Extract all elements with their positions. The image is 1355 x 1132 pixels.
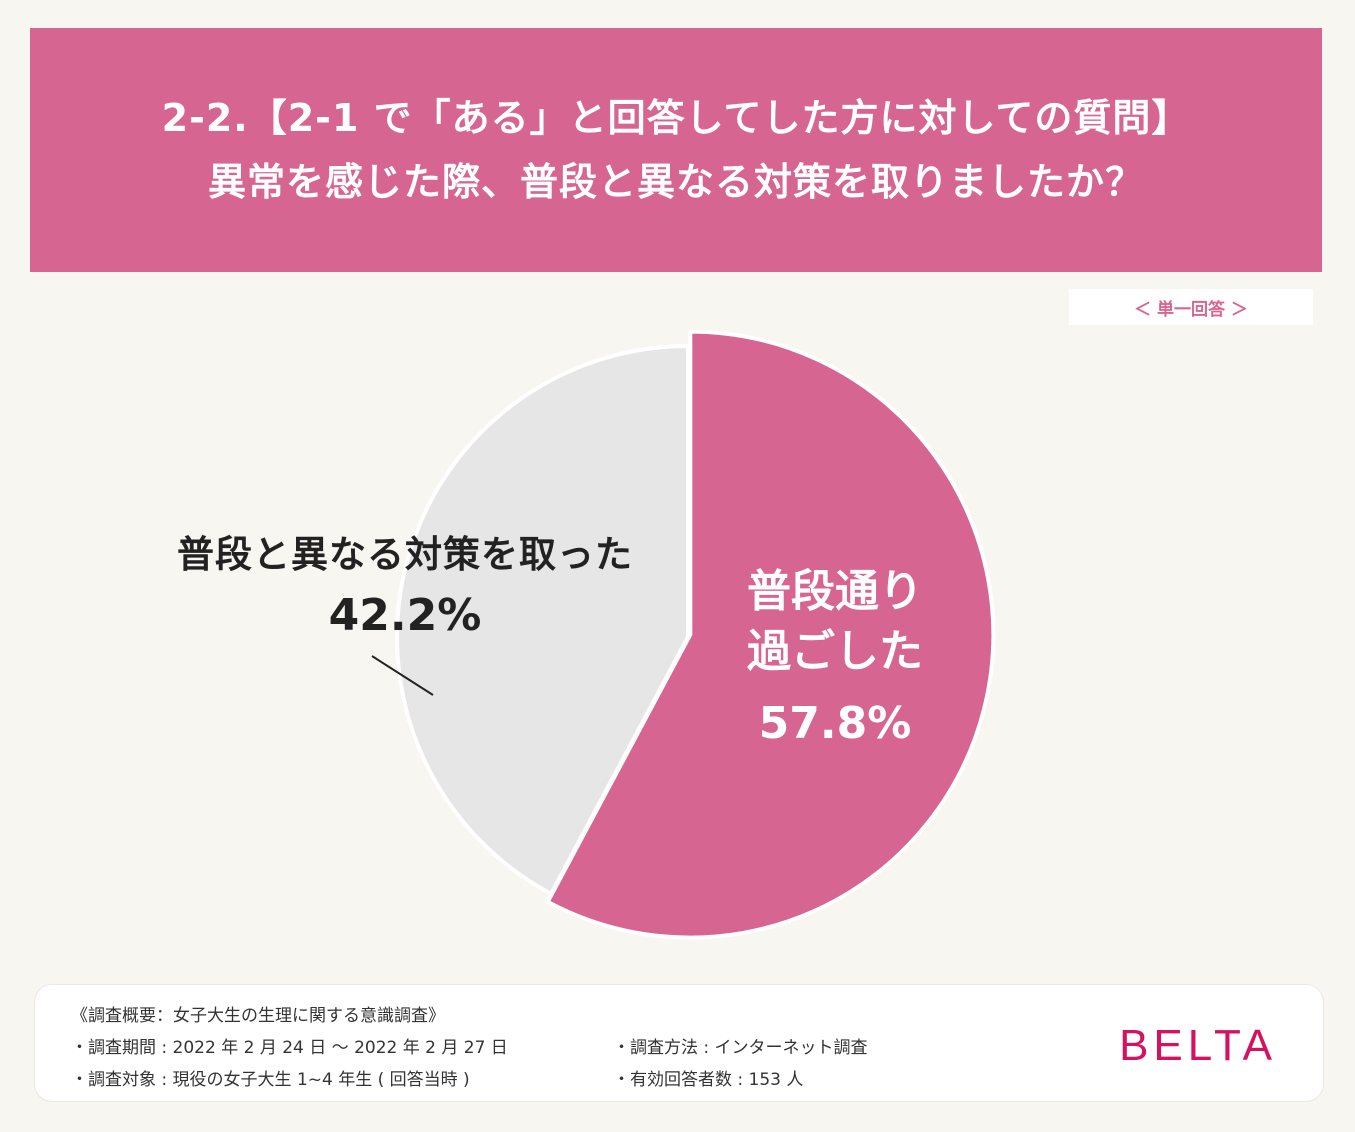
pie-slice-main xyxy=(545,329,996,940)
pie-slice-other xyxy=(395,344,690,896)
survey-summary-box: 《調査概要：女子大生の生理に関する意識調査》 ・調査期間 : 2022 年 2 … xyxy=(34,984,1324,1102)
slice-main-name-line1: 普段通り xyxy=(747,566,923,617)
belta-logo: BELTA xyxy=(1119,1021,1277,1070)
title-banner: 2-2.【2-1 で「ある」と回答してした方に対しての質問】 異常を感じた際、普… xyxy=(30,28,1322,272)
title-line-2: 異常を感じた際、普段と異なる対策を取りましたか？ xyxy=(207,160,1144,204)
slice-other-name: 普段と異なる対策を取った xyxy=(177,533,633,576)
slice-other-percent: 42.2% xyxy=(328,590,482,641)
leader-line xyxy=(371,655,434,696)
survey-title: 《調査概要：女子大生の生理に関する意識調査》 xyxy=(71,1006,445,1026)
slice-label-main: 普段通り 過ごした 57.8% xyxy=(700,562,970,756)
slice-label-other: 普段と異なる対策を取った 42.2% xyxy=(135,530,675,648)
answer-type-badge: ＜ 単一回答 ＞ xyxy=(1069,289,1313,325)
slice-main-name-line2: 過ごした xyxy=(747,626,923,677)
survey-method: ・調査方法 : インターネット調査 xyxy=(613,1038,868,1058)
survey-period: ・調査期間 : 2022 年 2 月 24 日 ～ 2022 年 2 月 27 … xyxy=(71,1038,508,1058)
survey-target: ・調査対象 : 現役の女子大生 1~4 年生 ( 回答当時 ) xyxy=(71,1070,470,1090)
slice-main-percent: 57.8% xyxy=(758,698,912,749)
survey-count: ・有効回答者数 : 153 人 xyxy=(613,1070,804,1090)
title-line-1: 2-2.【2-1 で「ある」と回答してした方に対しての質問】 xyxy=(161,96,1191,140)
